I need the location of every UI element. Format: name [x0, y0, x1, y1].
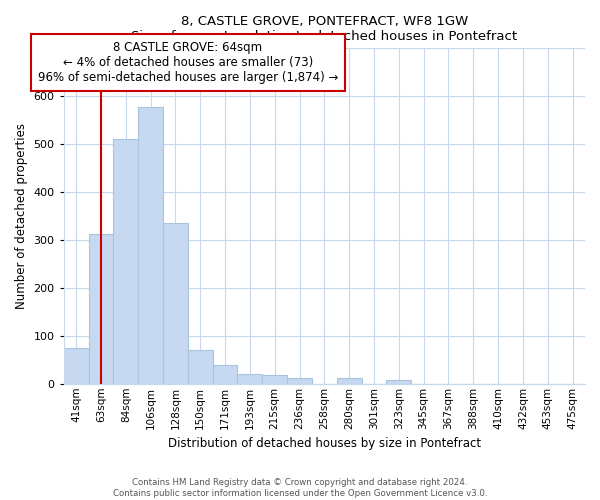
Bar	[138, 107, 163, 384]
Text: Contains HM Land Registry data © Crown copyright and database right 2024.
Contai: Contains HM Land Registry data © Crown c…	[113, 478, 487, 498]
Bar	[287, 378, 312, 384]
Text: 8 CASTLE GROVE: 64sqm
← 4% of detached houses are smaller (73)
96% of semi-detac: 8 CASTLE GROVE: 64sqm ← 4% of detached h…	[38, 41, 338, 84]
Title: 8, CASTLE GROVE, PONTEFRACT, WF8 1GW
Size of property relative to detached house: 8, CASTLE GROVE, PONTEFRACT, WF8 1GW Siz…	[131, 15, 517, 43]
Bar	[163, 223, 188, 384]
Y-axis label: Number of detached properties: Number of detached properties	[15, 123, 28, 309]
Bar	[188, 350, 212, 384]
Bar	[89, 234, 113, 384]
Bar	[238, 374, 262, 384]
Bar	[64, 348, 89, 384]
Bar	[113, 140, 138, 384]
Bar	[386, 380, 411, 384]
Bar	[212, 364, 238, 384]
X-axis label: Distribution of detached houses by size in Pontefract: Distribution of detached houses by size …	[168, 437, 481, 450]
Bar	[262, 375, 287, 384]
Bar	[337, 378, 362, 384]
